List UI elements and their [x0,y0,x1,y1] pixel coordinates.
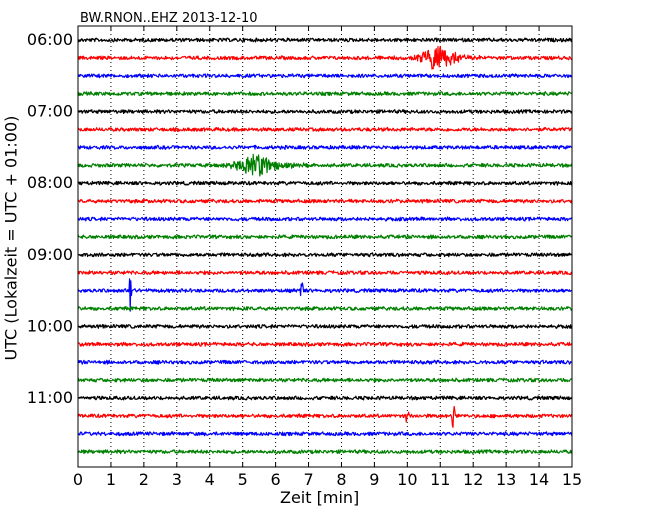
trace-0630 [77,73,572,79]
x-tick-label: 9 [369,470,379,489]
trace-0915 [77,270,573,276]
x-tick-label: 11 [430,470,450,489]
trace-1000 [77,323,573,329]
trace-0900 [77,252,573,258]
y-tick-label: 11:00 [27,388,73,407]
x-tick-label: 12 [463,470,483,489]
y-tick-label: 07:00 [27,102,73,121]
plot-frame [77,25,573,468]
trace-1045 [77,377,572,383]
trace-0815 [77,198,573,204]
x-tick-label: 15 [562,470,582,489]
x-tick-label: 13 [496,470,516,489]
x-tick-label: 1 [106,470,116,489]
trace-0600 [77,37,573,43]
trace-1015 [77,341,573,347]
y-tick-label: 10:00 [27,316,73,335]
trace-0830 [77,216,572,222]
trace-0645 [77,91,573,97]
trace-0745 [77,153,573,177]
trace-0615 [77,45,572,70]
x-tick-label: 7 [303,470,313,489]
x-tick-label: 6 [271,470,281,489]
x-tick-label: 8 [336,470,346,489]
trace-1130 [77,431,573,437]
trace-0800 [77,180,573,186]
trace-1115 [77,405,572,428]
trace-1030 [77,359,573,365]
y-tick-label: 09:00 [27,245,73,264]
chart-title: BW.RNON..EHZ 2013-12-10 [80,11,258,26]
trace-0730 [77,144,572,150]
trace-0930 [77,278,572,312]
trace-1100 [77,395,573,401]
y-tick-label: 08:00 [27,173,73,192]
x-axis-label: Zeit [min] [280,488,360,507]
x-tick-label: 14 [529,470,549,489]
y-tick-label: 06:00 [27,30,73,49]
trace-1145 [77,449,573,455]
x-tick-label: 10 [397,470,417,489]
x-tick-label: 0 [73,470,83,489]
x-tick-label: 3 [172,470,182,489]
trace-0845 [77,234,573,240]
trace-0700 [77,109,572,115]
x-tick-label: 5 [238,470,248,489]
x-tick-label: 4 [205,470,215,489]
trace-0945 [77,306,573,312]
x-tick-label: 2 [139,470,149,489]
trace-0715 [77,126,573,132]
